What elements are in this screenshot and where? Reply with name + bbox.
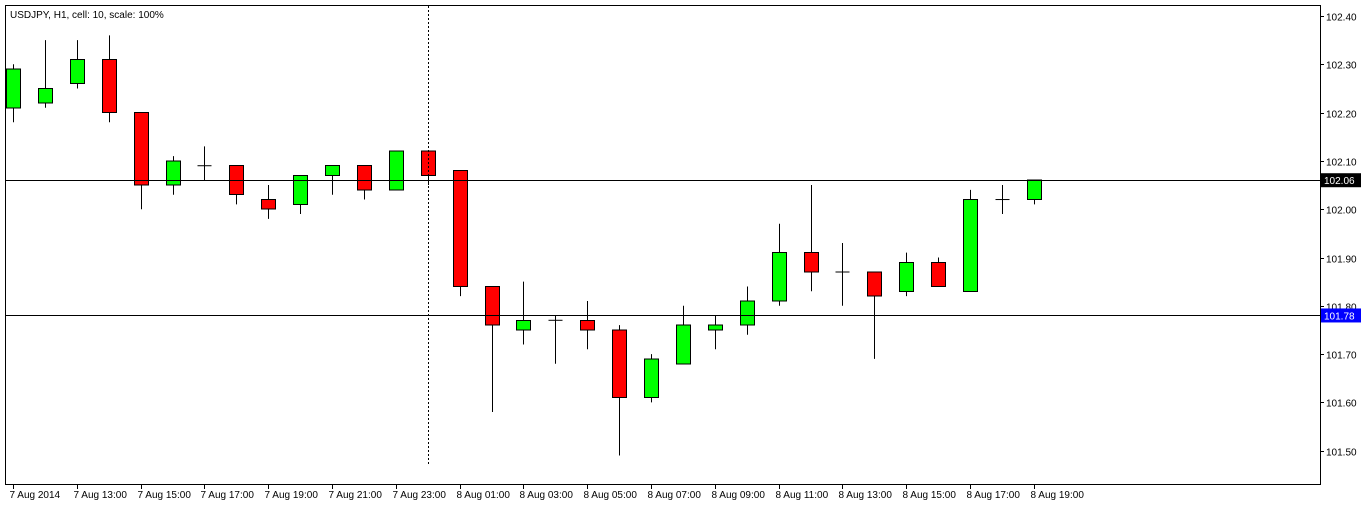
x-tick-label: 8 Aug 05:00: [584, 490, 638, 501]
candle-body-down: [485, 285, 500, 326]
candle-body-up: [1027, 179, 1042, 201]
x-tick-label: 7 Aug 21:00: [329, 490, 383, 501]
price-axis: 102.40 102.30 102.20 102.10 102.00 101.90 101.…: [1320, 13, 1361, 459]
candle[interactable]: [102, 35, 117, 123]
x-tick-label: 7 Aug 13:00: [74, 490, 128, 501]
candle[interactable]: [38, 40, 53, 108]
candle[interactable]: [835, 243, 850, 306]
candle[interactable]: [931, 257, 946, 287]
x-tick-label: 8 Aug 01:00: [457, 490, 511, 501]
candle-body-up: [708, 324, 723, 331]
y-tick-label: 101.70: [1326, 351, 1357, 362]
candle-body-up: [293, 174, 308, 205]
plot-border: [5, 5, 1321, 485]
candle[interactable]: [6, 64, 21, 123]
candle[interactable]: [612, 325, 627, 456]
candle[interactable]: [963, 189, 978, 292]
candle-body-up: [676, 324, 691, 365]
candle-body-up: [644, 358, 659, 399]
candle[interactable]: [229, 165, 244, 205]
candle[interactable]: [516, 281, 531, 345]
candle-body-down: [931, 261, 946, 287]
y-tick-label: 101.90: [1326, 255, 1357, 266]
candle-body-up: [6, 68, 21, 109]
candle[interactable]: [485, 285, 500, 413]
x-tick-label: 8 Aug 15:00: [903, 490, 957, 501]
candle[interactable]: [166, 156, 181, 195]
x-tick-label: 7 Aug 19:00: [265, 490, 319, 501]
candle[interactable]: [899, 252, 914, 297]
candle-body-up: [740, 300, 755, 326]
candle-body-up: [963, 199, 978, 292]
y-tick-label: 102.10: [1326, 158, 1357, 169]
candle-body-up: [772, 252, 787, 302]
candle[interactable]: [548, 315, 563, 364]
candle-body-down: [612, 329, 627, 399]
x-tick-label: 7 Aug 15:00: [138, 490, 192, 501]
y-tick-label: 101.60: [1326, 399, 1357, 410]
candle[interactable]: [708, 315, 723, 350]
y-tick-label: 101.80: [1326, 303, 1357, 314]
candle[interactable]: [134, 112, 149, 210]
candle[interactable]: [740, 286, 755, 335]
candle-body-down: [134, 112, 149, 186]
chart-title: USDJPY, H1, cell: 10, scale: 100%: [10, 10, 164, 21]
candle[interactable]: [644, 354, 659, 403]
x-tick-label: 8 Aug 07:00: [648, 490, 702, 501]
candle[interactable]: [1027, 179, 1042, 205]
y-tick-label: 101.50: [1326, 448, 1357, 459]
candle[interactable]: [261, 185, 276, 219]
candle-body-down: [261, 199, 276, 210]
candle[interactable]: [197, 146, 212, 181]
candle-body-down: [804, 252, 819, 273]
time-axis: 7 Aug 2014 7 Aug 13:00 7 Aug 15:00 7 Aug 17…: [10, 484, 1085, 501]
y-tick-label: 102.30: [1326, 61, 1357, 72]
x-tick-label: 7 Aug 23:00: [393, 490, 447, 501]
candle-body-down: [453, 170, 468, 287]
plot-area: [5, 5, 1321, 485]
current-price-label: 102.06: [1324, 176, 1355, 187]
candle-body-up: [325, 165, 340, 176]
candle-body-up: [38, 87, 53, 104]
x-tick-label: 8 Aug 19:00: [1031, 490, 1085, 501]
x-tick-label: 7 Aug 17:00: [201, 490, 255, 501]
x-tick-label: 7 Aug 2014: [10, 490, 61, 501]
candle[interactable]: [293, 174, 308, 215]
candle[interactable]: [772, 223, 787, 306]
candle[interactable]: [804, 185, 819, 292]
candle-body-down: [867, 271, 882, 297]
candle[interactable]: [676, 305, 691, 365]
x-tick-label: 8 Aug 13:00: [839, 490, 893, 501]
candle[interactable]: [70, 40, 85, 89]
candle[interactable]: [453, 170, 468, 297]
candle-body-down: [580, 319, 595, 331]
y-tick-label: 102.00: [1326, 206, 1357, 217]
current-price-label-bg: [1321, 173, 1361, 188]
candle[interactable]: [389, 150, 404, 191]
candle[interactable]: [357, 165, 372, 200]
y-tick-label: 102.40: [1326, 13, 1357, 24]
candle-body-down: [357, 165, 372, 191]
level-line-label: 101.78: [1324, 311, 1355, 322]
candle-body-up: [389, 150, 404, 191]
candle-body-up: [70, 58, 85, 85]
level-line-label-bg: [1321, 308, 1361, 323]
candle[interactable]: [995, 185, 1010, 215]
candle-body-up: [899, 261, 914, 292]
x-tick-label: 8 Aug 11:00: [776, 490, 829, 501]
x-tick-label: 8 Aug 09:00: [712, 490, 766, 501]
x-tick-label: 8 Aug 17:00: [967, 490, 1021, 501]
candle-body-down: [102, 58, 117, 114]
x-tick-label: 8 Aug 03:00: [520, 490, 574, 501]
candle[interactable]: [580, 300, 595, 350]
candle-body-up: [516, 319, 531, 331]
y-tick-label: 102.20: [1326, 110, 1357, 121]
candle-body-up: [166, 160, 181, 186]
